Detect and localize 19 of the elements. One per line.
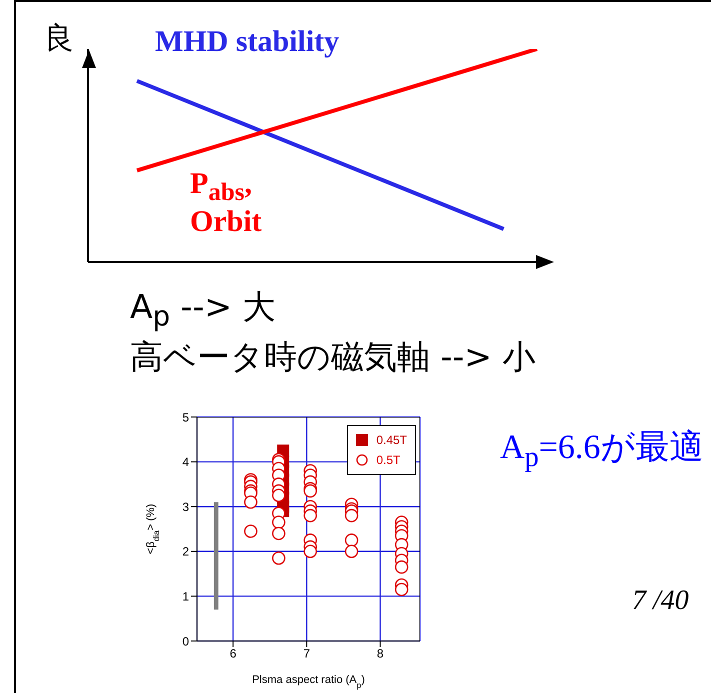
y-tick-label: 5: [182, 410, 190, 424]
series-label: P$_{abs}$, Orbit: [190, 167, 263, 238]
y-tick-label: 2: [182, 544, 190, 559]
y-axis-title: 良: [44, 20, 74, 58]
text: 7 /40: [632, 585, 689, 617]
x-tick-label: 6: [230, 646, 237, 661]
text: A$_{p}$=6.6が最適: [500, 428, 704, 475]
text: A$_{p}$ --> 大: [130, 286, 276, 333]
x-tick-label: 7: [303, 646, 310, 661]
y-tick-label: 3: [182, 500, 190, 514]
legend-label: 0.45T: [376, 433, 407, 447]
y-tick-label: 4: [182, 455, 190, 470]
x-tick-label: 8: [376, 646, 384, 661]
legend-label: 0.5T: [376, 453, 400, 467]
x-axis-title: Plsma aspect ratio (A$_{p}$): [252, 674, 365, 690]
text: 高ベータ時の磁気軸 --> 小: [130, 336, 536, 378]
series-label: MHD stability: [155, 25, 340, 58]
y-tick-label: 1: [182, 589, 190, 604]
y-tick-label: 0: [182, 634, 190, 648]
